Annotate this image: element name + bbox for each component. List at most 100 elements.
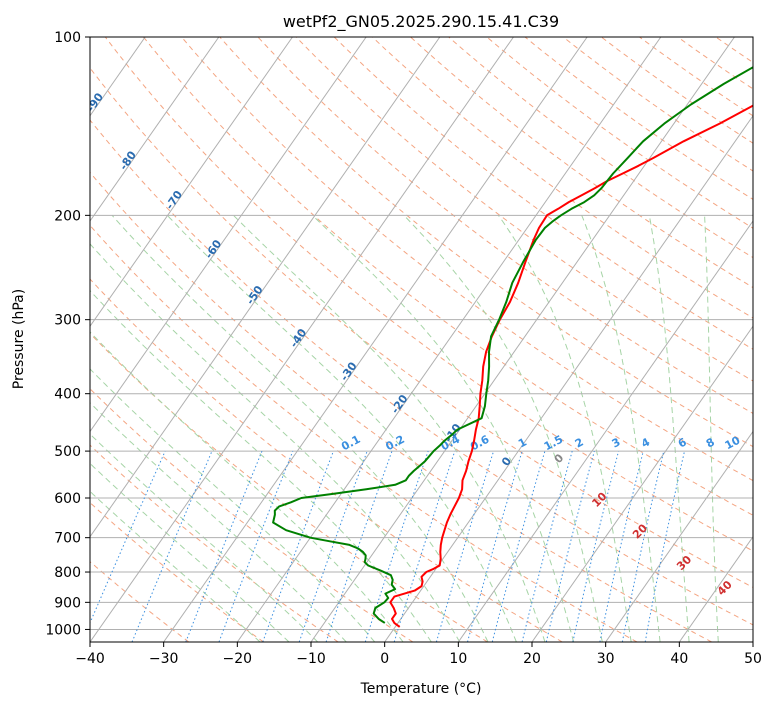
y-tick-label: 1000 — [45, 622, 81, 638]
x-tick-label: −10 — [296, 651, 326, 667]
moist-adiabat-label: 10 — [589, 490, 609, 510]
y-tick-label: 100 — [54, 30, 81, 46]
dry-adiabat-line — [90, 278, 563, 642]
y-axis: 100 200 300 400 500 600 700 800 900 1000 — [45, 30, 90, 638]
line-labels: -100-90-80-70-60-50-40-30-20-1000.1 0.2 0.… — [35, 49, 772, 598]
dry-adiabat-line — [90, 502, 264, 642]
mixing-ratio-line — [467, 450, 523, 642]
x-tick-label: 10 — [449, 651, 467, 667]
mixing-ratio-line — [621, 450, 665, 642]
isotherm-label: -100 — [35, 49, 62, 79]
chart-title: wetPf2_GN05.2025.290.15.41.C39 — [283, 12, 559, 32]
isotherm-line — [310, 37, 735, 642]
mixing-ratio-line — [298, 450, 368, 642]
pressure-gridlines — [90, 37, 753, 630]
mixing-ratio-line — [644, 450, 685, 642]
dry-adiabat-line — [143, 37, 753, 516]
x-tick-label: −40 — [75, 651, 105, 667]
isotherm-line — [531, 325, 753, 642]
dry-adiabat-line — [90, 224, 638, 642]
isotherm-line — [457, 220, 753, 642]
isotherm-line — [90, 37, 441, 538]
mixing-ratio-label: 13 — [752, 434, 772, 453]
y-tick-label: 500 — [54, 444, 81, 460]
isotherm-line — [678, 535, 753, 642]
dry-adiabat-line — [600, 37, 753, 144]
dry-adiabat-line — [90, 119, 753, 626]
dry-adiabat-line — [295, 37, 753, 382]
y-axis-label: Pressure (hPa) — [11, 289, 27, 389]
mixing-ratio-line — [185, 450, 263, 642]
dry-adiabat-line — [90, 67, 753, 588]
isotherm-label: -80 — [117, 149, 139, 173]
x-tick-label: 0 — [380, 651, 389, 667]
temperature-profile-line — [389, 104, 753, 628]
dry-adiabat-line — [181, 37, 753, 482]
plot-frame — [89, 36, 754, 643]
mixing-ratio-lines — [90, 450, 685, 642]
isotherm-label: -40 — [287, 326, 309, 350]
x-tick-label: 30 — [597, 651, 615, 667]
dry-adiabat-line — [486, 37, 753, 229]
isotherm-label: -50 — [244, 283, 266, 307]
x-axis: −40 −30 −20 −10 0 10 20 30 40 50 — [75, 642, 762, 667]
y-tick-label: 900 — [54, 595, 81, 611]
mixing-ratio-label: 1.5 — [542, 433, 565, 454]
mixing-ratio-line — [131, 450, 213, 642]
dry-adiabat-line — [372, 37, 753, 319]
mixing-ratio-label: 0.1 — [339, 433, 362, 454]
mixing-ratio-label: 8 — [704, 435, 717, 450]
dry-adiabat-line — [90, 332, 488, 642]
mixing-ratio-label: 4 — [639, 435, 652, 450]
moist-adiabat-label: 40 — [715, 578, 735, 598]
moist-adiabat-line — [648, 215, 690, 642]
x-tick-label: 40 — [670, 651, 688, 667]
mixing-ratio-label: 10 — [723, 433, 743, 452]
dry-adiabat-line — [448, 37, 753, 259]
isotherm-label: -60 — [202, 237, 224, 261]
moist-adiabat-line — [403, 214, 603, 642]
dry-adiabat-line — [90, 444, 339, 642]
moist-adiabat-line — [90, 331, 404, 642]
isotherm-line — [90, 37, 220, 222]
moist-adiabat-label: 0 — [552, 451, 567, 466]
mixing-ratio-line — [599, 450, 644, 642]
isotherm-line — [163, 37, 588, 642]
plot-area: -100-90-80-70-60-50-40-30-20-1000.1 0.2 0.… — [35, 37, 772, 642]
isotherm-label: -20 — [389, 392, 411, 416]
mixing-ratio-line — [521, 450, 573, 642]
sounding-profiles — [272, 66, 753, 628]
moist-adiabat-line — [704, 215, 719, 642]
dry-adiabat-line — [410, 37, 753, 289]
moist-adiabats — [90, 214, 719, 642]
moist-adiabat-line — [166, 214, 517, 642]
mixing-ratio-line — [262, 450, 334, 642]
mixing-ratio-line — [545, 450, 595, 642]
y-tick-label: 200 — [54, 208, 81, 224]
mixing-ratio-label: 3 — [610, 435, 623, 450]
y-tick-label: 700 — [54, 531, 81, 547]
isotherm-line — [90, 37, 293, 328]
mixing-ratio-line — [393, 450, 456, 642]
moist-adiabat-line — [90, 243, 461, 642]
moist-adiabat-line — [90, 462, 290, 642]
mixing-ratio-line — [325, 450, 393, 642]
dry-adiabat-line — [90, 560, 190, 642]
isotherms — [90, 37, 753, 642]
moist-adiabat-line — [90, 289, 432, 642]
isotherm-line — [90, 37, 367, 433]
isotherm-label: -70 — [163, 188, 185, 212]
y-tick-label: 300 — [54, 313, 81, 329]
isotherm-line — [90, 37, 514, 642]
mixing-ratio-line — [90, 450, 166, 625]
moist-adiabat-line — [90, 490, 261, 642]
isotherm-label: -30 — [338, 359, 360, 383]
mixing-ratio-label: 0.2 — [383, 433, 406, 454]
isotherm-line — [752, 641, 753, 642]
mixing-ratio-line — [491, 450, 546, 642]
dry-adiabat-line — [715, 37, 753, 64]
dewpoint-profile-line — [272, 66, 753, 624]
x-tick-label: −20 — [223, 651, 253, 667]
isotherm-line — [384, 114, 753, 642]
